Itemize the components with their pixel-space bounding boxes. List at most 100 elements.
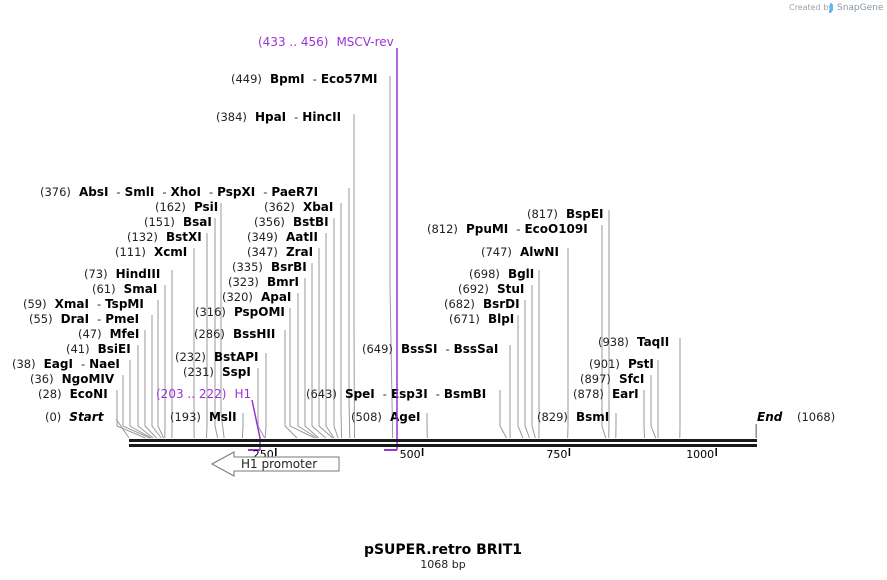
enzyme-name[interactable]: PspOMI <box>234 305 285 319</box>
enzyme-site[interactable]: (347)ZraI <box>247 245 313 259</box>
feature-name[interactable]: H1 <box>234 387 251 401</box>
enzyme-name[interactable]: ZraI <box>286 245 313 259</box>
enzyme-name[interactable]: XhoI <box>170 185 201 199</box>
enzyme-name[interactable]: AbsI <box>79 185 108 199</box>
enzyme-site[interactable]: (316)PspOMI <box>195 305 285 319</box>
enzyme-name[interactable]: HindIII <box>116 267 161 281</box>
enzyme-site[interactable]: (671)BlpI <box>449 312 514 326</box>
enzyme-site[interactable]: (335)BsrBI <box>232 260 307 274</box>
enzyme-name[interactable]: DraI <box>61 312 89 326</box>
enzyme-site[interactable]: (61)SmaI <box>92 282 157 296</box>
enzyme-site[interactable]: (349)AatII <box>247 230 318 244</box>
enzyme-name[interactable]: BstBI <box>293 215 329 229</box>
enzyme-name[interactable]: Eco57MI <box>321 72 378 86</box>
enzyme-site[interactable]: (643)SpeI-Esp3I-BsmBI <box>306 387 486 401</box>
enzyme-name[interactable]: HincII <box>302 110 341 124</box>
enzyme-name[interactable]: StuI <box>497 282 524 296</box>
enzyme-name[interactable]: BstAPI <box>214 350 259 364</box>
enzyme-name[interactable]: EcoO109I <box>524 222 587 236</box>
enzyme-name[interactable]: BmrI <box>267 275 299 289</box>
enzyme-name[interactable]: ApaI <box>261 290 291 304</box>
enzyme-site[interactable]: (649)BssSI-BssSaI <box>362 342 498 356</box>
enzyme-name[interactable]: BlpI <box>488 312 514 326</box>
feature-name[interactable]: MSCV-rev <box>336 35 393 49</box>
enzyme-name[interactable]: EarI <box>612 387 639 401</box>
enzyme-name[interactable]: XcmI <box>154 245 187 259</box>
enzyme-site[interactable]: (878)EarI <box>573 387 639 401</box>
enzyme-name[interactable]: BpmI <box>270 72 305 86</box>
enzyme-site[interactable]: (55)DraI-PmeI <box>29 312 139 326</box>
enzyme-name[interactable]: PaeR7I <box>271 185 318 199</box>
enzyme-name[interactable]: PstI <box>628 357 654 371</box>
enzyme-name[interactable]: XbaI <box>303 200 333 214</box>
enzyme-site[interactable]: (356)BstBI <box>254 215 329 229</box>
enzyme-name[interactable]: TaqII <box>637 335 669 349</box>
enzyme-name[interactable]: PsiI <box>194 200 218 214</box>
enzyme-site[interactable]: (162)PsiI <box>155 200 218 214</box>
enzyme-site[interactable]: (376)AbsI-SmlI-XhoI-PspXI-PaeR7I <box>40 185 318 199</box>
enzyme-name[interactable]: HpaI <box>255 110 286 124</box>
enzyme-site[interactable]: (73)HindIII <box>84 267 160 281</box>
enzyme-name[interactable]: BsrBI <box>271 260 307 274</box>
enzyme-site[interactable]: (812)PpuMI-EcoO109I <box>427 222 588 236</box>
enzyme-name[interactable]: MfeI <box>110 327 140 341</box>
enzyme-site[interactable]: (132)BstXI <box>127 230 202 244</box>
enzyme-name[interactable]: BssSI <box>401 342 438 356</box>
enzyme-site[interactable]: (38)EagI-NaeI <box>12 357 120 371</box>
enzyme-name[interactable]: SmaI <box>124 282 158 296</box>
enzyme-site[interactable]: (47)MfeI <box>78 327 139 341</box>
enzyme-site[interactable]: (362)XbaI <box>264 200 333 214</box>
enzyme-site[interactable]: (151)BsaI <box>144 215 212 229</box>
enzyme-name[interactable]: MslI <box>209 410 237 424</box>
enzyme-name[interactable]: BspEI <box>566 207 604 221</box>
enzyme-site[interactable]: (232)BstAPI <box>175 350 259 364</box>
enzyme-site[interactable]: (231)SspI <box>183 365 251 379</box>
enzyme-name[interactable]: SfcI <box>619 372 644 386</box>
enzyme-name[interactable]: AlwNI <box>520 245 559 259</box>
enzyme-site[interactable]: (111)XcmI <box>115 245 187 259</box>
enzyme-site[interactable]: (384)HpaI-HincII <box>216 110 341 124</box>
enzyme-site[interactable]: (817)BspEI <box>527 207 603 221</box>
enzyme-site[interactable]: (41)BsiEI <box>66 342 131 356</box>
enzyme-name[interactable]: BsrDI <box>483 297 520 311</box>
enzyme-site[interactable]: (938)TaqII <box>598 335 669 349</box>
enzyme-name[interactable]: SmlI <box>125 185 155 199</box>
enzyme-name[interactable]: BssSaI <box>454 342 499 356</box>
enzyme-site[interactable]: (59)XmaI-TspMI <box>23 297 144 311</box>
enzyme-site[interactable]: (28)EcoNI <box>38 387 108 401</box>
enzyme-site[interactable]: (323)BmrI <box>228 275 299 289</box>
enzyme-name[interactable]: BsmBI <box>444 387 486 401</box>
enzyme-name[interactable]: PmeI <box>105 312 139 326</box>
enzyme-name[interactable]: NgoMIV <box>62 372 115 386</box>
enzyme-name[interactable]: BsaI <box>183 215 212 229</box>
enzyme-site[interactable]: (320)ApaI <box>222 290 291 304</box>
enzyme-site[interactable]: (692)StuI <box>458 282 524 296</box>
enzyme-name[interactable]: BsiEI <box>98 342 131 356</box>
enzyme-site[interactable]: (36)NgoMIV <box>30 372 115 386</box>
enzyme-name[interactable]: AatII <box>286 230 318 244</box>
enzyme-site[interactable]: (901)PstI <box>589 357 654 371</box>
enzyme-name[interactable]: SspI <box>222 365 251 379</box>
enzyme-name[interactable]: EcoNI <box>70 387 108 401</box>
enzyme-name[interactable]: BsmI <box>576 410 609 424</box>
enzyme-name[interactable]: PpuMI <box>466 222 508 236</box>
enzyme-name[interactable]: BglI <box>508 267 534 281</box>
enzyme-site[interactable]: (747)AlwNI <box>481 245 559 259</box>
enzyme-name[interactable]: BssHII <box>233 327 275 341</box>
enzyme-site[interactable]: (698)BglI <box>469 267 534 281</box>
enzyme-site[interactable]: (286)BssHII <box>194 327 275 341</box>
enzyme-site[interactable]: (897)SfcI <box>580 372 644 386</box>
enzyme-name[interactable]: AgeI <box>390 410 420 424</box>
enzyme-site[interactable]: (449)BpmI-Eco57MI <box>231 72 377 86</box>
enzyme-name[interactable]: TspMI <box>105 297 144 311</box>
enzyme-name[interactable]: SpeI <box>345 387 375 401</box>
enzyme-site[interactable]: (829)BsmI <box>537 410 609 424</box>
enzyme-name[interactable]: BstXI <box>166 230 202 244</box>
enzyme-name[interactable]: EagI <box>44 357 73 371</box>
enzyme-name[interactable]: XmaI <box>55 297 89 311</box>
enzyme-site[interactable]: (508)AgeI <box>351 410 420 424</box>
enzyme-name[interactable]: NaeI <box>89 357 120 371</box>
enzyme-site[interactable]: (193)MslI <box>170 410 237 424</box>
enzyme-name[interactable]: PspXI <box>217 185 255 199</box>
enzyme-site[interactable]: (682)BsrDI <box>444 297 520 311</box>
